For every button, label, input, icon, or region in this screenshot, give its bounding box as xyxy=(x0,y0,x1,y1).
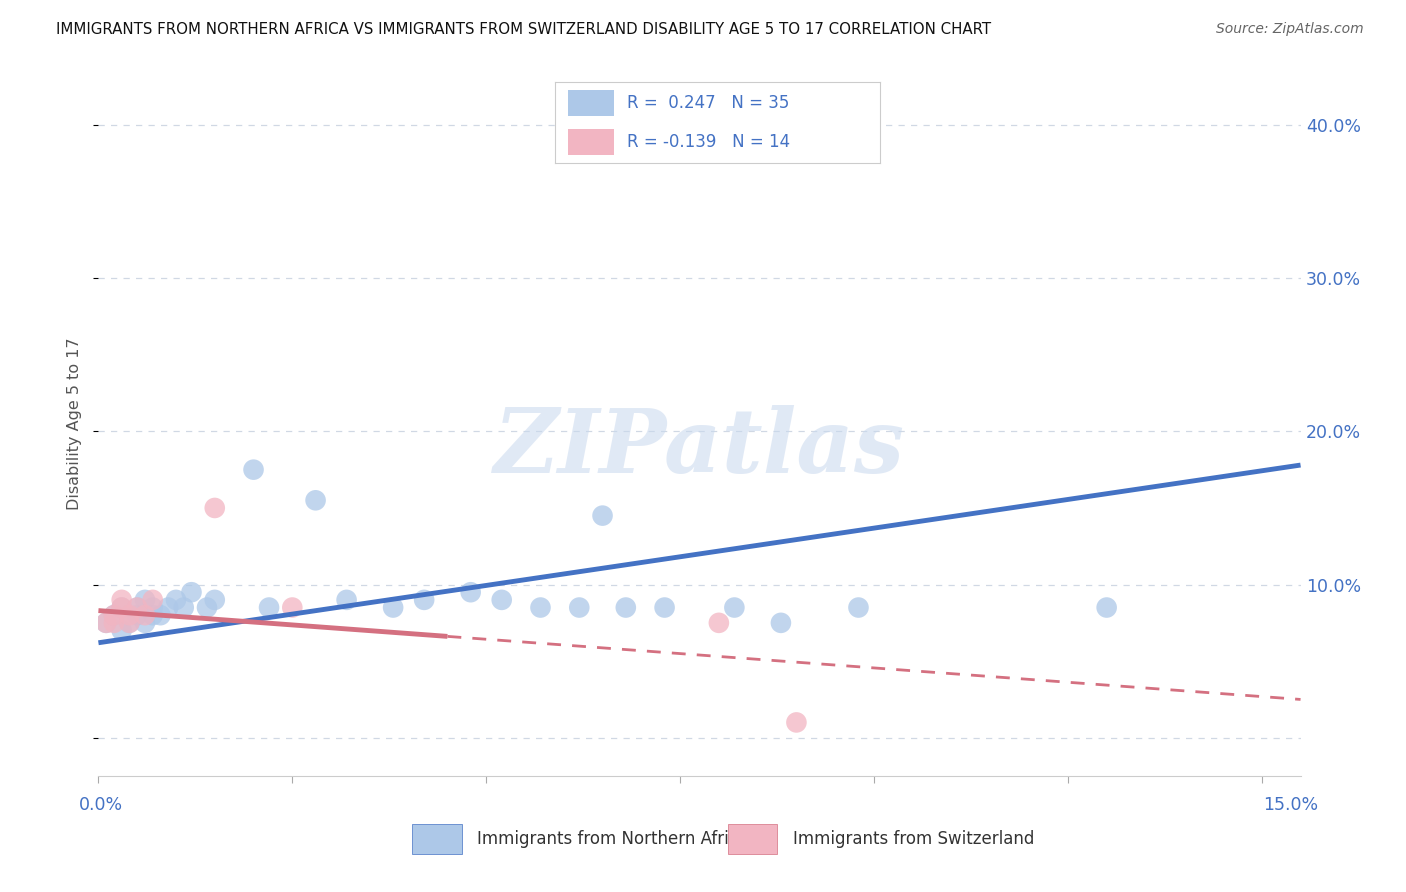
Point xyxy=(1095,600,1118,615)
Point xyxy=(134,592,156,607)
Y-axis label: Disability Age 5 to 17: Disability Age 5 to 17 xyxy=(67,337,83,510)
Point xyxy=(195,600,218,615)
Point xyxy=(769,615,792,630)
Point xyxy=(529,600,551,615)
Point xyxy=(614,600,637,615)
Point xyxy=(848,600,870,615)
Point xyxy=(165,592,187,607)
Point xyxy=(204,500,226,515)
Point xyxy=(103,615,125,630)
Point xyxy=(568,600,591,615)
Point xyxy=(304,493,326,508)
Point xyxy=(157,600,180,615)
Text: Immigrants from Northern Africa: Immigrants from Northern Africa xyxy=(477,830,748,848)
Point xyxy=(96,615,118,630)
Point xyxy=(707,615,730,630)
Text: IMMIGRANTS FROM NORTHERN AFRICA VS IMMIGRANTS FROM SWITZERLAND DISABILITY AGE 5 : IMMIGRANTS FROM NORTHERN AFRICA VS IMMIG… xyxy=(56,22,991,37)
Point xyxy=(491,592,513,607)
Text: Source: ZipAtlas.com: Source: ZipAtlas.com xyxy=(1216,22,1364,37)
Point xyxy=(118,608,141,623)
Text: Immigrants from Switzerland: Immigrants from Switzerland xyxy=(793,830,1033,848)
Point xyxy=(134,608,156,623)
Point xyxy=(142,592,165,607)
Point xyxy=(149,608,172,623)
Point xyxy=(118,615,141,630)
Point xyxy=(103,608,125,623)
Point xyxy=(785,715,807,730)
Point xyxy=(111,624,134,638)
Text: 0.0%: 0.0% xyxy=(79,796,124,814)
Point xyxy=(118,615,141,630)
Text: 15.0%: 15.0% xyxy=(1263,796,1319,814)
Point xyxy=(127,600,149,615)
Point xyxy=(111,592,134,607)
Point xyxy=(111,600,134,615)
Point xyxy=(204,592,226,607)
Point xyxy=(134,615,156,630)
Point xyxy=(382,600,405,615)
Point xyxy=(127,600,149,615)
Point xyxy=(173,600,195,615)
Point xyxy=(242,463,264,477)
Point xyxy=(336,592,359,607)
Point xyxy=(592,508,614,523)
Point xyxy=(460,585,482,599)
Point xyxy=(142,600,165,615)
Point xyxy=(96,615,118,630)
Point xyxy=(654,600,676,615)
Point xyxy=(142,608,165,623)
Point xyxy=(111,600,134,615)
Point xyxy=(180,585,202,599)
Point xyxy=(257,600,280,615)
Point xyxy=(103,608,125,623)
FancyBboxPatch shape xyxy=(728,824,778,855)
Point xyxy=(723,600,745,615)
Point xyxy=(413,592,436,607)
Point xyxy=(281,600,304,615)
FancyBboxPatch shape xyxy=(412,824,461,855)
Point xyxy=(127,608,149,623)
Text: ZIPatlas: ZIPatlas xyxy=(494,405,905,491)
